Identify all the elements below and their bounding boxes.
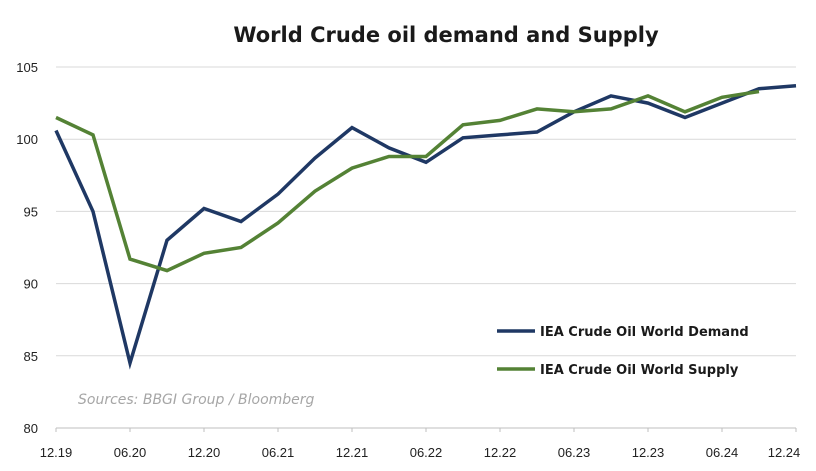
x-tick-label: 12.21	[336, 445, 369, 460]
x-tick-label: 06.22	[410, 445, 443, 460]
source-note: Sources: BBGI Group / Bloomberg	[78, 392, 315, 408]
x-tick-label: 12.24	[768, 445, 801, 460]
x-tick-label: 06.24	[706, 445, 739, 460]
series-lines	[54, 84, 797, 370]
x-tick-label: 06.20	[114, 445, 147, 460]
x-tick-label: 12.20	[188, 445, 221, 460]
x-tick-label: 12.23	[632, 445, 665, 460]
series-line-demand	[54, 84, 797, 370]
y-tick-label: 100	[16, 132, 38, 147]
legend-label: IEA Crude Oil World Demand	[540, 325, 749, 340]
x-axis-ticks: 12.19 06.20 12.20 06.21 12.21 06.22 12.22 06.23…	[40, 428, 801, 460]
legend-label: IEA Crude Oil World Supply	[540, 363, 739, 378]
y-tick-label: 80	[24, 421, 38, 436]
x-tick-label: 12.22	[484, 445, 517, 460]
x-tick-label: 06.23	[558, 445, 591, 460]
legend: IEA Crude Oil World Demand IEA Crude Oil …	[497, 325, 749, 378]
y-tick-label: 90	[24, 277, 38, 292]
y-tick-label: 105	[16, 60, 38, 75]
y-axis-ticks: 80 85 90 95 100 105	[16, 60, 38, 436]
series-line-supply	[55, 89, 760, 273]
y-tick-label: 85	[24, 349, 38, 364]
y-tick-label: 95	[24, 204, 38, 219]
chart-title: World Crude oil demand and Supply	[233, 23, 659, 47]
x-tick-label: 06.21	[262, 445, 295, 460]
gridlines	[56, 66, 796, 429]
x-tick-label: 12.19	[40, 445, 73, 460]
